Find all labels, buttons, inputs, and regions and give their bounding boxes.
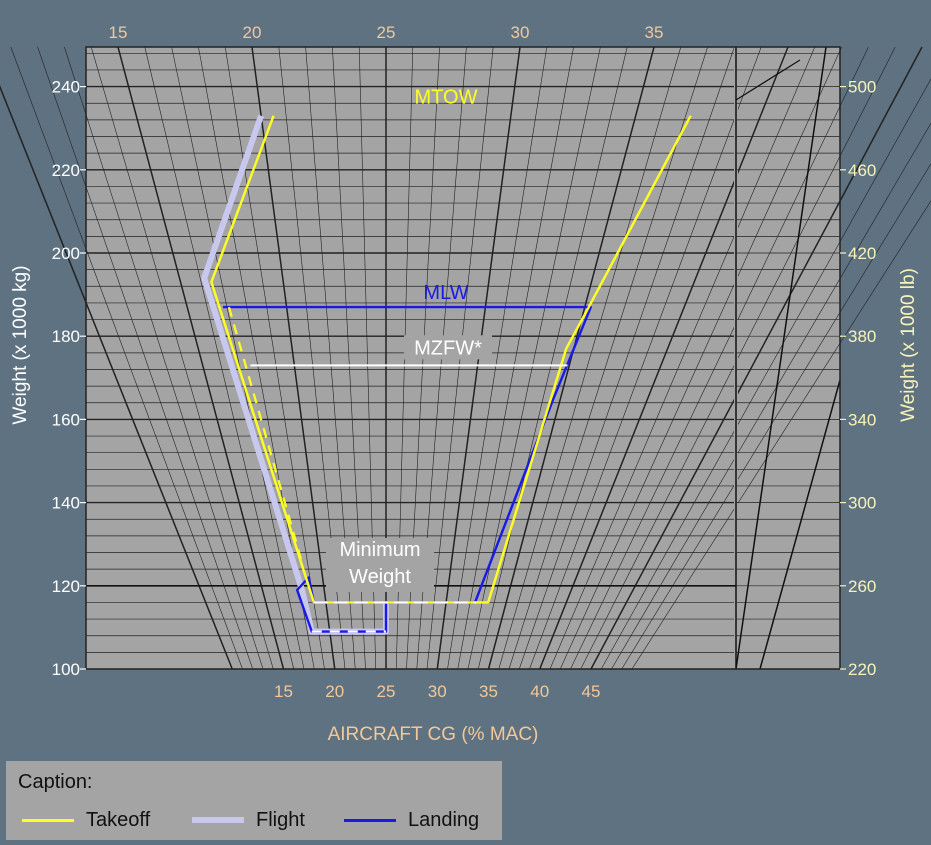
top-tick-label: 25 [377,23,396,42]
label-mtow: MTOW [415,87,478,109]
legend-item-takeoff: Takeoff [22,807,150,833]
cg-line-minor [600,78,931,670]
cg-line-minor [621,163,931,670]
left-tick-label: 160 [52,410,80,429]
legend-title: Caption: [18,771,93,793]
plot-frame [85,46,841,670]
right-tick-label: 220 [848,660,876,679]
cg-line-minor [549,46,816,670]
legend: Caption: Takeoff Flight Landing [6,761,502,840]
legend-label-flight: Flight [256,808,305,831]
bottom-tick-label: 30 [428,682,447,701]
legend-label-landing: Landing [408,808,480,831]
legend-item-flight: Flight [192,807,305,833]
grid-right-panel [735,46,841,670]
cg-line-minor [90,46,274,670]
right-tick-label: 500 [848,78,876,97]
cg-line-minor [508,46,708,670]
top-tick-labels: 15 20 25 30 35 [109,23,664,42]
min-weight-label-bg [326,538,434,592]
top-tick-label: 30 [511,23,530,42]
right-tick-label: 340 [848,410,876,429]
cg-line-major [590,46,923,670]
bottom-tick-label: 40 [530,682,549,701]
cg-line-minor [457,46,574,670]
bottom-tick-labels: 15 20 25 30 35 40 45 [274,682,600,701]
label-minimum-weight-2: Weight [349,566,411,588]
bottom-tick-label: 25 [377,682,396,701]
y-axis-label-right: Weight (x 1000 lb) [898,268,919,422]
left-tick-label: 240 [52,78,80,97]
cg-line-minor [224,46,325,670]
right-tick-label: 300 [848,494,876,513]
cg-line-minor [10,46,243,670]
grid-radial [0,46,931,670]
bottom-tick-label: 15 [274,682,293,701]
left-tick-label: 100 [52,660,80,679]
legend-label-takeoff: Takeoff [86,808,151,831]
cg-line-minor [64,46,264,670]
cg-line-minor [498,46,682,670]
top-tick-label: 15 [109,23,128,42]
left-tick-label: 140 [52,494,80,513]
cg-line-minor [529,46,762,670]
dash-takeoff [227,306,304,566]
cg-line-major [539,46,789,670]
annotation-layer: MTOW MLW MZFW* Minimum Weight [250,87,568,604]
y-axis-label-left: Weight (x 1000 kg) [10,265,31,424]
panel-diagonal-2 [759,379,841,670]
cg-line-major [251,46,336,670]
cg-line-minor [447,46,548,670]
cg-line-minor [559,46,842,670]
cg-line-minor [144,46,295,670]
right-tick-label: 380 [848,327,876,346]
left-tick-label: 120 [52,577,80,596]
cg-line-major [117,46,285,670]
right-tick-label: 460 [848,161,876,180]
left-tick-label: 220 [52,161,80,180]
cg-line-minor [570,46,869,670]
right-tick-labels: 220 260 300 340 380 420 460 500 [840,78,876,679]
left-tick-label: 180 [52,327,80,346]
right-tick-label: 260 [848,577,876,596]
panel-slope [735,59,801,101]
legend-item-landing: Landing [344,807,479,833]
label-mlw: MLW [423,282,468,304]
flight-swatch [192,817,244,823]
series-layer [201,114,692,635]
bottom-tick-label: 45 [582,682,601,701]
cg-line-major [0,85,233,670]
series-takeoff [210,115,692,604]
cg-line-minor [37,46,254,670]
mzfw-label-bg [404,335,492,360]
cg-line-minor [631,200,931,670]
bottom-tick-label: 20 [325,682,344,701]
panel-diagonal-1 [735,46,827,670]
cg-line-minor [477,46,628,670]
cg-line-minor [611,122,931,670]
left-tick-labels: 100 120 140 160 180 200 220 240 [52,78,86,679]
bottom-tick-label: 35 [479,682,498,701]
cg-line-minor [518,46,735,670]
takeoff-swatch [22,818,74,822]
cg-line-minor [171,46,305,670]
landing-swatch [344,818,396,822]
top-tick-label: 35 [645,23,664,42]
left-tick-label: 200 [52,244,80,263]
right-tick-label: 420 [848,244,876,263]
label-mzfw: MZFW* [414,337,482,359]
x-axis-label: AIRCRAFT CG (% MAC) [328,724,539,745]
label-minimum-weight-1: Minimum [339,539,420,561]
top-tick-label: 20 [243,23,262,42]
